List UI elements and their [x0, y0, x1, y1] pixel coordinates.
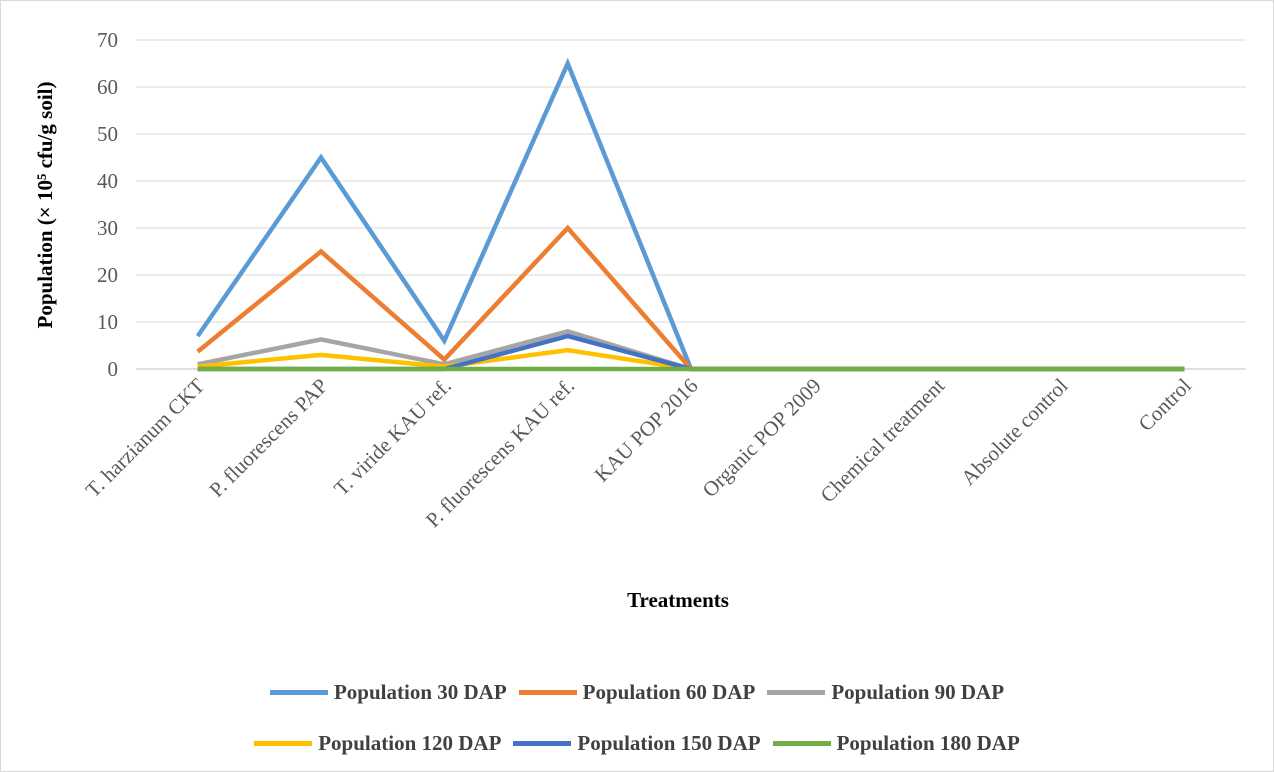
x-axis-title: Treatments — [627, 588, 729, 612]
legend-item: Population 90 DAP — [767, 680, 1004, 705]
legend-swatch — [772, 741, 831, 746]
y-tick-label: 70 — [97, 28, 118, 52]
legend-label: Population 150 DAP — [577, 731, 761, 755]
legend-item: Population 120 DAP — [254, 731, 501, 756]
legend-swatch — [767, 690, 826, 695]
y-tick-label: 40 — [97, 169, 118, 193]
legend-label: Population 120 DAP — [318, 731, 502, 755]
legend-item: Population 180 DAP — [772, 731, 1020, 756]
series-lines — [195, 57, 1185, 372]
legend-row-2: Population 120 DAP Population 150 DAP Popu… — [0, 731, 1274, 756]
legend-item: Population 150 DAP — [513, 731, 761, 756]
y-tick-label: 60 — [97, 75, 118, 99]
y-tick-label: 50 — [97, 122, 118, 146]
legend-swatch — [518, 690, 577, 695]
legend-item: Population 60 DAP — [518, 680, 756, 705]
legend-row-1: Population 30 DAP Population 60 DAP Popula… — [0, 680, 1274, 705]
legend-label: Population 90 DAP — [831, 680, 1005, 704]
legend-swatch — [254, 741, 313, 746]
y-tick-label: 0 — [108, 357, 119, 381]
legend-item: Population 30 DAP — [269, 680, 507, 705]
y-tick-label: 30 — [97, 216, 118, 240]
legend-swatch — [269, 690, 328, 695]
legend-label: Population 180 DAP — [836, 731, 1020, 755]
legend-label: Population 30 DAP — [333, 680, 507, 704]
y-axis-ticks: 0 10 20 30 40 50 60 70 — [97, 28, 118, 381]
y-tick-label: 20 — [97, 263, 118, 287]
legend-swatch — [513, 741, 572, 746]
y-tick-label: 10 — [97, 310, 118, 334]
legend-label: Population 60 DAP — [582, 680, 756, 704]
y-axis-title: Population (× 10⁵ cfu/g soil) — [33, 82, 57, 329]
